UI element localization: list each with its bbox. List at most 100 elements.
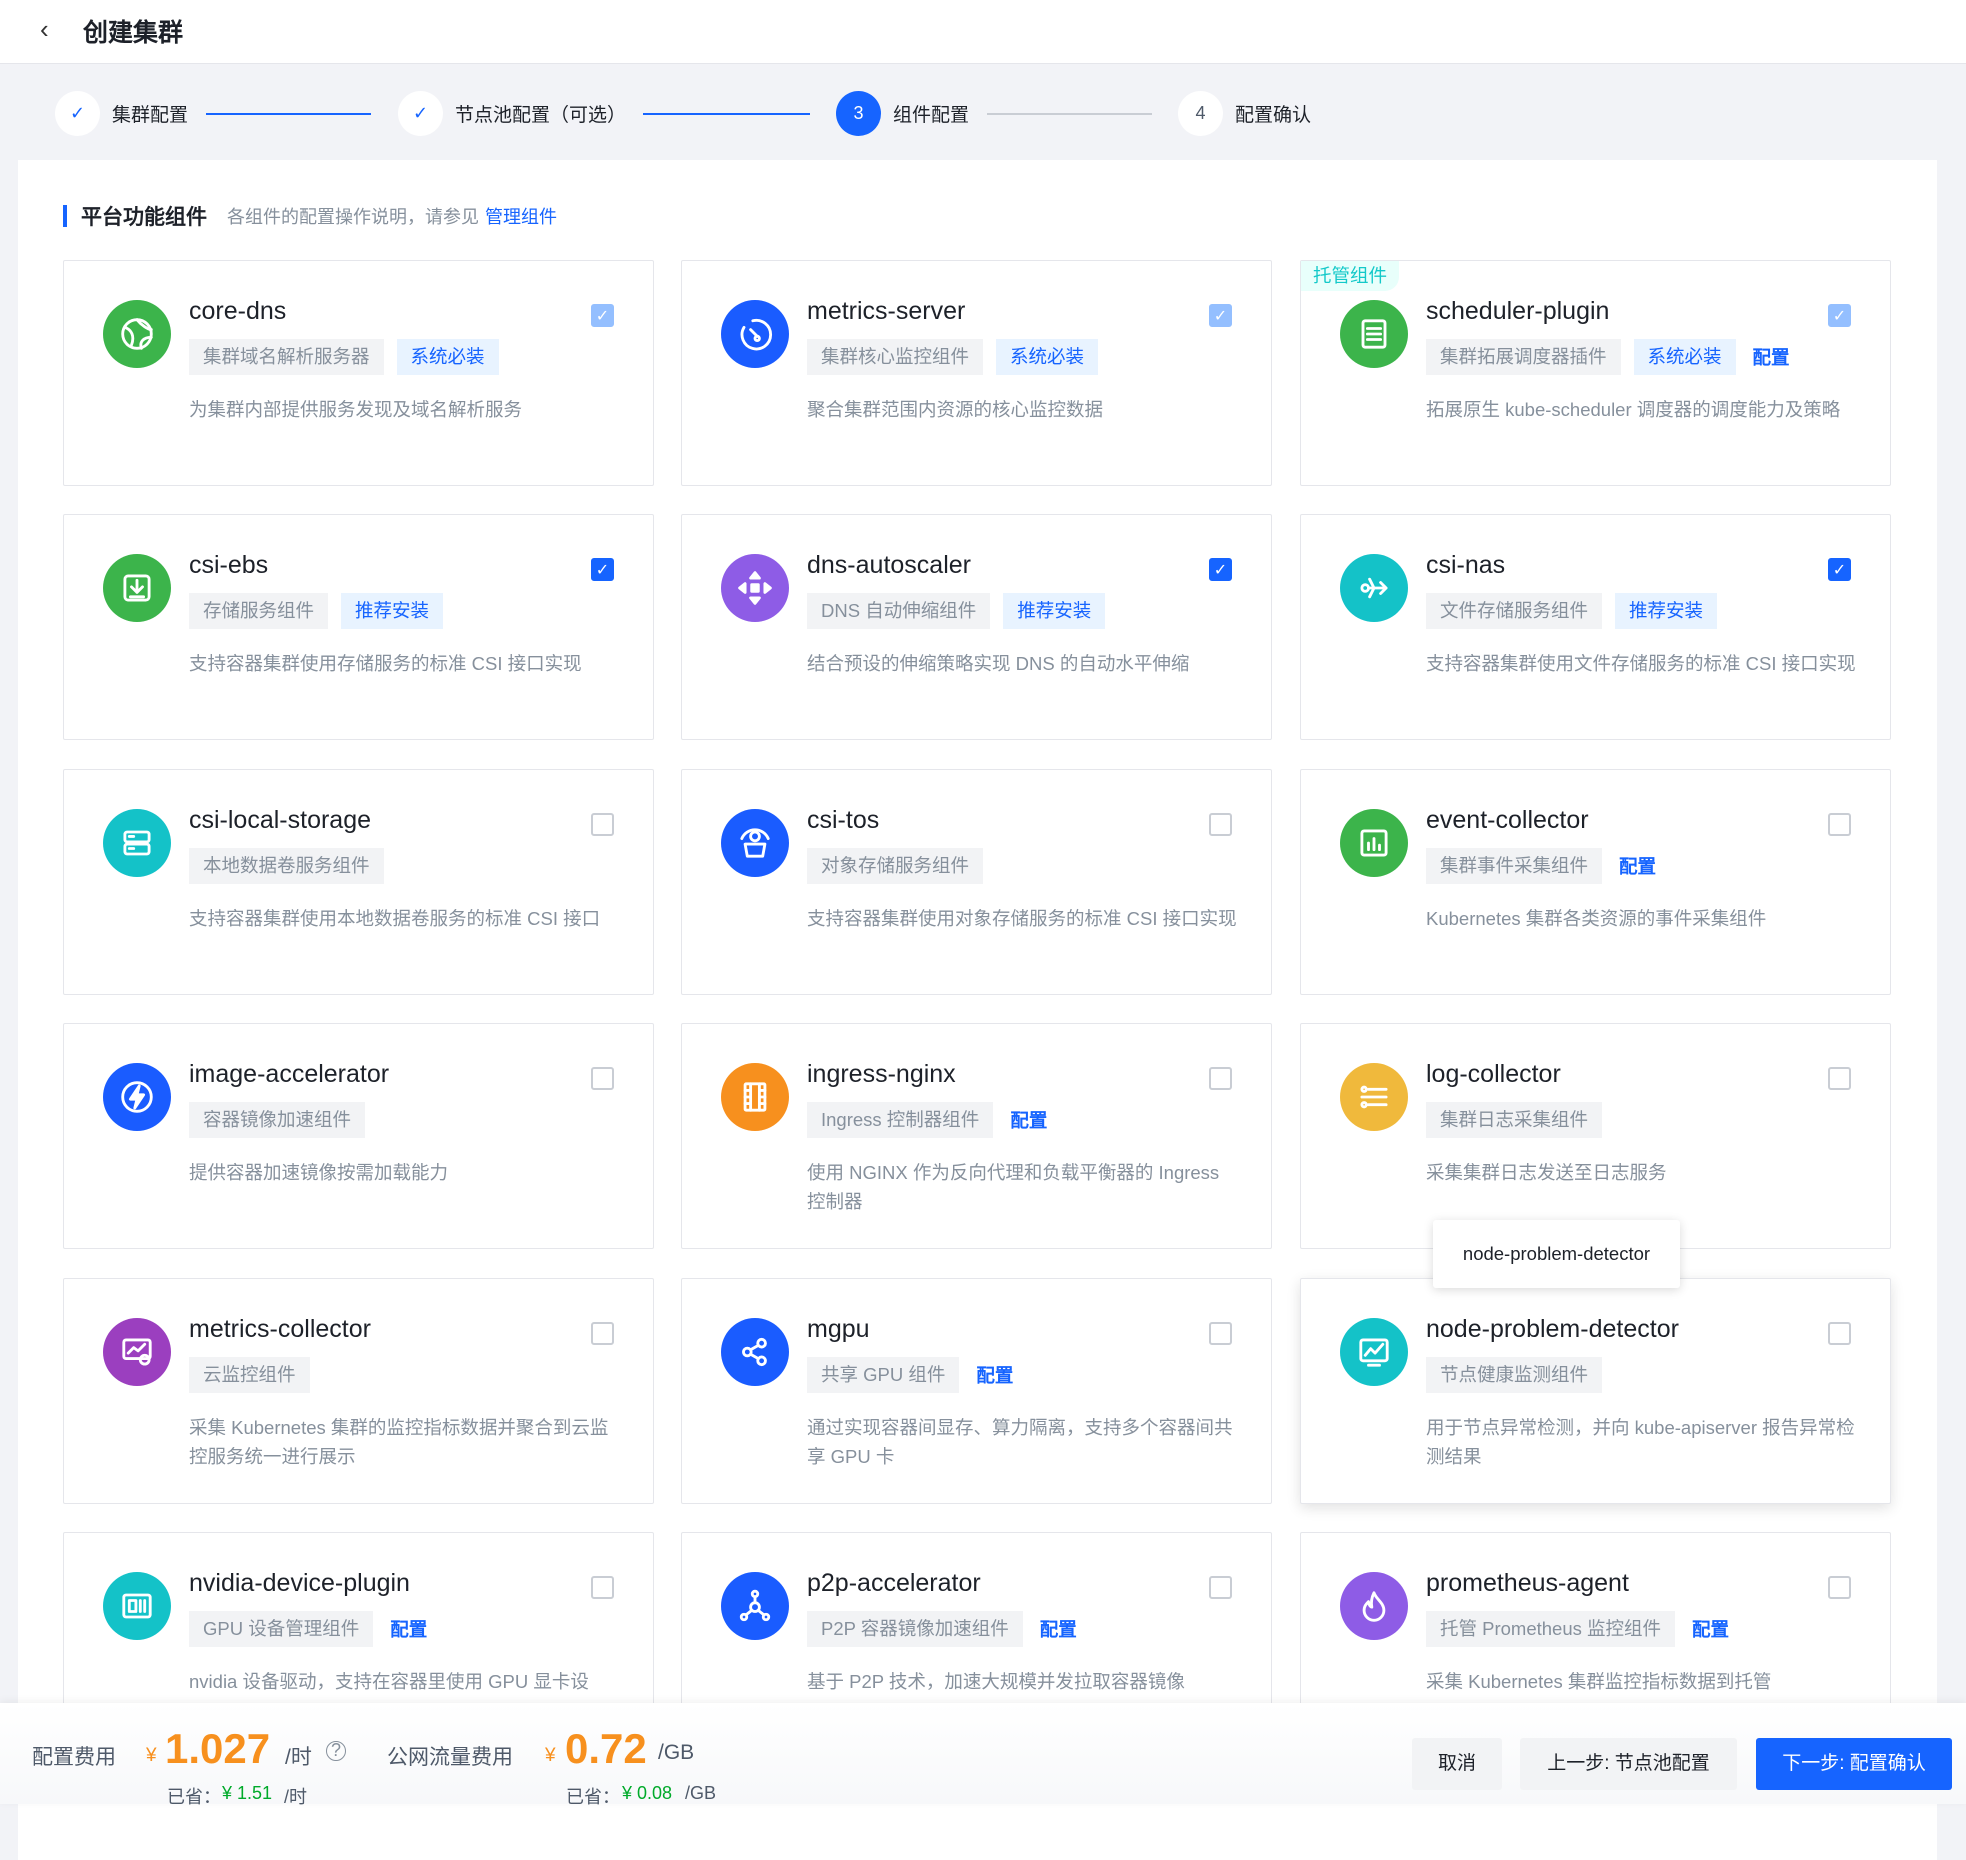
select-checkbox[interactable] <box>591 1576 614 1599</box>
select-checkbox[interactable] <box>1828 1067 1851 1090</box>
component-desc: 使用 NGINX 作为反向代理和负载平衡器的 Ingress 控制器 <box>807 1162 1220 1212</box>
footer-bar: 配置费用 ¥ 1.027 /时 ? 公网流量费用 ¥ 0.72 /GB 已省： … <box>0 1703 1966 1807</box>
step-connector <box>643 113 810 115</box>
component-name: log-collector <box>1426 1060 1561 1088</box>
chevron-left-icon[interactable]: ‹ <box>40 14 49 44</box>
step-number: 3 <box>836 91 881 136</box>
select-checkbox[interactable] <box>591 1322 614 1345</box>
share-icon <box>721 1318 789 1386</box>
select-checkbox[interactable] <box>1828 1322 1851 1345</box>
section-title: 平台功能组件 <box>81 206 207 229</box>
tag-row: 共享 GPU 组件 配置 <box>807 1357 1013 1393</box>
config-link[interactable]: 配置 <box>1619 856 1657 877</box>
select-checkbox[interactable] <box>1828 813 1851 836</box>
component-card-dns-autoscaler[interactable]: dns-autoscaler DNS 自动伸缩组件 推荐安装 结合预设的伸缩策略实现 … <box>681 514 1272 740</box>
component-card-event-collector[interactable]: event-collector 集群事件采集组件 配置 Kubernetes 集群各类… <box>1300 769 1891 995</box>
select-checkbox[interactable] <box>1209 1322 1232 1345</box>
component-card-core-dns[interactable]: core-dns 集群域名解析服务器 系统必装 为集群内部提供服务发现及域名解析服务 ✓ <box>63 260 654 486</box>
list-icon <box>1340 1063 1408 1131</box>
traffic-currency: ¥ <box>545 1745 556 1766</box>
select-checkbox[interactable] <box>1209 1576 1232 1599</box>
component-desc: 支持容器集群使用文件存储服务的标准 CSI 接口实现 <box>1426 653 1856 674</box>
prev-step-button[interactable]: 上一步: 节点池配置 <box>1520 1738 1737 1790</box>
category-tag: Ingress 控制器组件 <box>807 1102 994 1138</box>
tag-row: Ingress 控制器组件 配置 <box>807 1102 1047 1138</box>
component-card-csi-local-storage[interactable]: csi-local-storage 本地数据卷服务组件 支持容器集群使用本地数据卷服… <box>63 769 654 995</box>
component-desc: 采集 Kubernetes 集群监控指标数据到托管 <box>1426 1671 1772 1692</box>
tag-row: 托管 Prometheus 监控组件 配置 <box>1426 1611 1729 1647</box>
arrows-expand-icon <box>721 554 789 622</box>
step-label: 节点池配置（可选） <box>455 105 627 126</box>
component-card-metrics-collector[interactable]: metrics-collector 云监控组件 采集 Kubernetes 集群的监… <box>63 1278 654 1504</box>
select-checkbox[interactable]: ✓ <box>591 558 614 581</box>
select-checkbox[interactable] <box>1209 1067 1232 1090</box>
component-card-log-collector[interactable]: log-collector 集群日志采集组件 采集集群日志发送至日志服务 <box>1300 1023 1891 1249</box>
component-name: csi-local-storage <box>189 806 372 834</box>
film-icon <box>721 1063 789 1131</box>
component-card-metrics-server[interactable]: metrics-server 集群核心监控组件 系统必装 聚合集群范围内资源的核心监控… <box>681 260 1272 486</box>
component-desc: 基于 P2P 技术，加速大规模并发拉取容器镜像 <box>807 1671 1185 1692</box>
config-link[interactable]: 配置 <box>1692 1619 1730 1640</box>
step-4: 4 配置确认 <box>1178 91 1311 136</box>
check-icon: ✓ <box>55 91 100 136</box>
config-link[interactable]: 配置 <box>390 1619 428 1640</box>
component-name: mgpu <box>807 1315 870 1343</box>
help-icon[interactable]: ? <box>326 1741 346 1761</box>
tag-row: 对象存储服务组件 <box>807 848 984 884</box>
step-label: 配置确认 <box>1235 105 1312 126</box>
component-card-ingress-nginx[interactable]: ingress-nginx Ingress 控制器组件 配置使用 NGINX 作为反… <box>681 1023 1272 1249</box>
component-card-node-problem-detector[interactable]: node-problem-detector 节点健康监测组件 用于节点异常检测，并向… <box>1300 1278 1891 1504</box>
select-checkbox: ✓ <box>591 304 614 327</box>
component-card-csi-tos[interactable]: csi-tos 对象存储服务组件 支持容器集群使用对象存储服务的标准 CSI 接口实… <box>681 769 1272 995</box>
select-checkbox[interactable]: ✓ <box>1209 558 1232 581</box>
select-checkbox[interactable] <box>1828 1576 1851 1599</box>
tag-row: 集群日志采集组件 <box>1426 1102 1603 1138</box>
component-card-csi-ebs[interactable]: csi-ebs 存储服务组件 推荐安装 支持容器集群使用存储服务的标准 CSI 接口实… <box>63 514 654 740</box>
category-tag: DNS 自动伸缩组件 <box>807 593 991 629</box>
cost-label: 配置费用 <box>32 1746 116 1769</box>
config-link[interactable]: 配置 <box>976 1365 1014 1386</box>
chart-box-icon <box>1340 809 1408 877</box>
saved-cost-unit: /时 <box>284 1787 308 1807</box>
config-link[interactable]: 配置 <box>1752 347 1790 368</box>
category-tag: 存储服务组件 <box>189 593 329 629</box>
saved-traffic-label: 已省： <box>566 1787 620 1807</box>
server-icon <box>103 809 171 877</box>
component-card-csi-nas[interactable]: csi-nas 文件存储服务组件 推荐安装 支持容器集群使用文件存储服务的标准 CSI… <box>1300 514 1891 740</box>
tag-row: P2P 容器镜像加速组件 配置 <box>807 1611 1077 1647</box>
component-name: core-dns <box>189 297 287 325</box>
next-step-button[interactable]: 下一步: 配置确认 <box>1756 1738 1952 1790</box>
select-checkbox[interactable] <box>591 1067 614 1090</box>
bucket-icon <box>721 809 789 877</box>
category-tag: 文件存储服务组件 <box>1426 593 1603 629</box>
page-header: ‹ 创建集群 <box>0 0 1966 64</box>
select-checkbox[interactable]: ✓ <box>1828 558 1851 581</box>
config-link[interactable]: 配置 <box>1010 1110 1048 1131</box>
select-checkbox[interactable] <box>591 813 614 836</box>
category-tag: 集群拓展调度器插件 <box>1426 339 1621 375</box>
saved-cost-label: 已省： <box>167 1787 221 1807</box>
config-link[interactable]: 配置 <box>1039 1619 1077 1640</box>
manage-components-link[interactable]: 管理组件 <box>485 207 557 227</box>
step-number: 4 <box>1178 91 1223 136</box>
component-name: node-problem-detector <box>1426 1315 1679 1343</box>
step-3: 3 组件配置 <box>836 91 969 136</box>
traffic-unit: /GB <box>658 1741 695 1764</box>
saved-cost-value: ¥ 1.51 <box>222 1783 273 1803</box>
component-name: ingress-nginx <box>807 1060 956 1088</box>
component-name: metrics-server <box>807 297 966 325</box>
install-badge: 系统必装 <box>396 339 499 375</box>
select-checkbox[interactable] <box>1209 813 1232 836</box>
step-connector <box>987 113 1152 115</box>
category-tag: P2P 容器镜像加速组件 <box>807 1611 1023 1647</box>
category-tag: 本地数据卷服务组件 <box>189 848 384 884</box>
traffic-label: 公网流量费用 <box>387 1746 513 1769</box>
tag-row: 集群域名解析服务器 系统必装 <box>189 339 499 375</box>
component-card-mgpu[interactable]: mgpu 共享 GPU 组件 配置 通过实现容器间显存、算力隔离，支持多个容器间共享 … <box>681 1278 1272 1504</box>
cancel-button[interactable]: 取消 <box>1412 1738 1502 1790</box>
component-name: prometheus-agent <box>1426 1569 1629 1597</box>
component-card-scheduler-plugin[interactable]: 托管组件 scheduler-plugin 集群拓展调度器插件 系统必装 配置 拓展原生 … <box>1300 260 1891 486</box>
branch-icon <box>1340 554 1408 622</box>
component-card-image-accelerator[interactable]: image-accelerator 容器镜像加速组件 提供容器加速镜像按需加载能力 <box>63 1023 654 1249</box>
category-tag: 容器镜像加速组件 <box>189 1102 366 1138</box>
